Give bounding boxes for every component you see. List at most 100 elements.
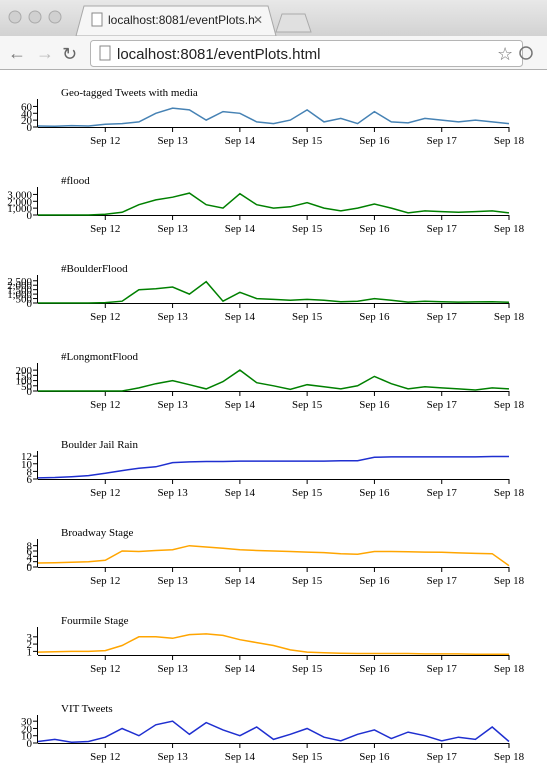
x-tick-label: Sep 12 (90, 575, 120, 587)
x-tick-label: Sep 17 (427, 223, 458, 235)
x-tick-label: Sep 14 (225, 575, 256, 587)
series-line (38, 369, 510, 392)
x-tick-label: Sep 13 (157, 135, 188, 147)
x-tick-label: Sep 14 (225, 399, 256, 411)
window-minimize[interactable] (28, 10, 42, 24)
window-close[interactable] (8, 10, 22, 24)
zoom-icon[interactable] (519, 46, 533, 60)
y-tick-label: 500 (16, 294, 33, 306)
x-tick-label: Sep 18 (494, 135, 525, 147)
y-tick-label: 2 (27, 557, 33, 569)
y-tick-label: 2,000 (7, 196, 32, 208)
y-tick-label: 40 (21, 108, 33, 120)
tab-title: localhost:8081/eventPlots.h (108, 13, 255, 27)
series-line (38, 192, 510, 216)
chart-title: #BoulderFlood (61, 263, 128, 275)
y-tick-label: 0 (27, 386, 33, 398)
x-tick-label: Sep 16 (359, 135, 390, 147)
y-tick-label: 6 (27, 546, 33, 558)
back-button[interactable]: ← (8, 43, 26, 63)
x-tick-label: Sep 15 (292, 487, 323, 499)
series-line (37, 544, 510, 567)
x-tick-label: Sep 17 (427, 311, 458, 323)
y-tick-label: 0 (27, 210, 33, 222)
bookmark-star[interactable]: ☆ (497, 44, 513, 64)
reload-button[interactable]: ↻ (62, 44, 77, 64)
chart: Fourmile Stage 123 Sep 12 Sep 13 Sep 14 Sep 1… (27, 615, 525, 675)
chart-title: Boulder Jail Rain (61, 439, 138, 451)
new-tab[interactable] (275, 13, 312, 33)
x-tick-label: Sep 13 (157, 575, 188, 587)
x-tick-label: Sep 17 (427, 487, 458, 499)
series-line (37, 455, 509, 479)
series-line (37, 107, 510, 128)
y-tick-label: 30 (21, 716, 33, 728)
x-tick-label: Sep 18 (494, 311, 525, 323)
chart-title: #flood (61, 175, 90, 187)
x-tick-label: Sep 13 (157, 311, 188, 323)
chart-title: Fourmile Stage (61, 615, 129, 627)
x-tick-label: Sep 12 (90, 399, 120, 411)
y-tick-label: 8 (27, 466, 33, 478)
tab-icon (91, 12, 103, 27)
x-tick-label: Sep 15 (292, 751, 323, 763)
x-tick-label: Sep 17 (427, 135, 458, 147)
y-tick-label: 3,000 (7, 189, 32, 201)
window-zoom[interactable] (48, 10, 62, 24)
x-tick-label: Sep 15 (292, 399, 323, 411)
x-tick-label: Sep 16 (359, 575, 390, 587)
y-tick-label: 0 (27, 298, 33, 310)
chart-title: #LongmontFlood (61, 351, 139, 363)
chart-title: Broadway Stage (61, 527, 134, 539)
y-tick-label: 0 (27, 738, 33, 750)
y-tick-label: 100 (16, 376, 33, 388)
x-tick-label: Sep 15 (292, 575, 323, 587)
x-tick-label: Sep 17 (427, 751, 458, 763)
x-tick-label: Sep 16 (359, 223, 390, 235)
url: localhost:8081/eventPlots.html (117, 46, 320, 63)
x-tick-label: Sep 12 (90, 135, 120, 147)
y-tick-label: 2,000 (7, 280, 32, 292)
x-tick-label: Sep 18 (494, 575, 525, 587)
x-tick-label: Sep 13 (157, 663, 188, 675)
chart-title: VIT Tweets (61, 703, 113, 715)
y-tick-label: 20 (21, 115, 33, 127)
y-tick-label: 4 (27, 551, 33, 563)
x-tick-label: Sep 15 (292, 135, 323, 147)
x-tick-label: Sep 14 (225, 223, 256, 235)
y-tick-label: 10 (21, 459, 33, 471)
x-tick-label: Sep 13 (157, 399, 188, 411)
y-tick-label: 200 (16, 365, 33, 377)
x-tick-label: Sep 16 (359, 663, 390, 675)
x-tick-label: Sep 12 (90, 751, 120, 763)
x-tick-label: Sep 17 (427, 575, 458, 587)
x-tick-label: Sep 18 (494, 663, 525, 675)
y-tick-label: 1,000 (7, 289, 32, 301)
y-tick-label: 6 (27, 474, 33, 486)
x-tick-label: Sep 14 (225, 135, 256, 147)
forward-button[interactable]: → (36, 43, 54, 63)
x-tick-label: Sep 18 (494, 399, 525, 411)
y-tick-label: 2 (27, 639, 33, 651)
y-tick-label: 2,500 (7, 276, 32, 288)
tab-close[interactable]: ✕ (253, 13, 263, 27)
y-tick-label: 12 (21, 451, 32, 463)
x-tick-label: Sep 14 (225, 751, 256, 763)
x-tick-label: Sep 16 (359, 399, 390, 411)
address-bar[interactable] (90, 40, 523, 67)
y-tick-label: 50 (21, 381, 33, 393)
x-tick-label: Sep 13 (157, 223, 188, 235)
x-tick-label: Sep 14 (225, 487, 256, 499)
y-tick-label: 8 (27, 541, 33, 553)
y-tick-label: 1 (27, 646, 33, 658)
x-tick-label: Sep 16 (359, 751, 390, 763)
x-tick-label: Sep 18 (494, 487, 525, 499)
x-tick-label: Sep 15 (292, 663, 323, 675)
